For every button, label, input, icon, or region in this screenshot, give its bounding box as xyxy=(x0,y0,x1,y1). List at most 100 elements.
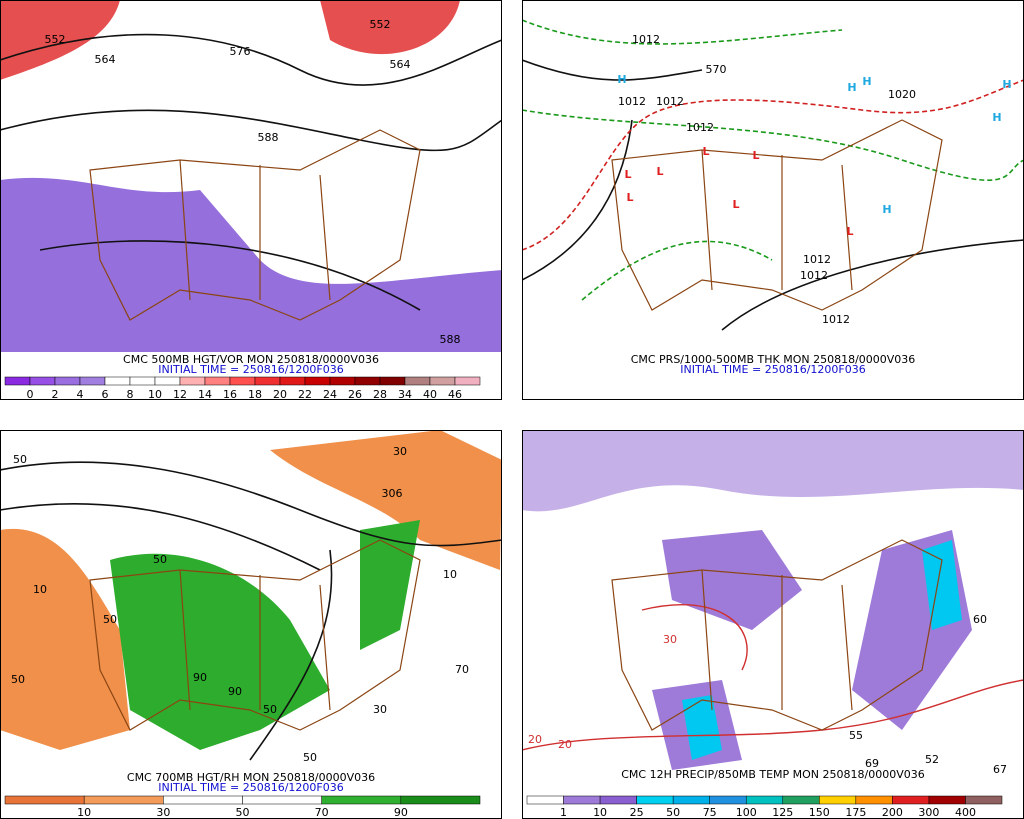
colorbar-box xyxy=(526,795,564,805)
height-contour xyxy=(0,461,502,761)
colorbar-label: 125 xyxy=(772,806,793,819)
panel-frame xyxy=(522,0,1024,400)
height-contour xyxy=(0,33,502,311)
pressure-center: L xyxy=(624,168,631,181)
colorbar-label: 30 xyxy=(156,806,170,819)
colorbar-label: 40 xyxy=(423,388,437,400)
temp-contour xyxy=(522,604,1024,751)
colorbar-box xyxy=(965,795,1003,805)
pressure-center: H xyxy=(862,75,871,88)
contour-label: 1012 xyxy=(632,33,660,46)
colorbar-label: 20 xyxy=(273,388,287,400)
contour-label: 50 xyxy=(13,453,27,466)
colorbar-label: 400 xyxy=(955,806,976,819)
colorbar-box xyxy=(154,376,181,386)
colorbar-box xyxy=(429,376,456,386)
contour-label: 70 xyxy=(455,663,469,676)
colorbar-box xyxy=(354,376,381,386)
colorbar-box xyxy=(129,376,156,386)
contour-label: 1012 xyxy=(618,95,646,108)
colorbar-label: 50 xyxy=(236,806,250,819)
colorbar-box xyxy=(54,376,81,386)
colorbar-label: 10 xyxy=(148,388,162,400)
colorbar-label: 100 xyxy=(736,806,757,819)
colorbar-box xyxy=(709,795,747,805)
contour-label: 1012 xyxy=(656,95,684,108)
panel-title: CMC 700MB HGT/RH MON 250818/0000V036 xyxy=(127,771,375,784)
colorbar-label: 16 xyxy=(223,388,237,400)
map-borders xyxy=(89,129,421,321)
pressure-center: L xyxy=(702,145,709,158)
contour-label: 564 xyxy=(95,53,116,66)
colorbar-box xyxy=(855,795,893,805)
colorbar-box xyxy=(83,795,164,805)
panel-title: CMC PRS/1000-500MB THK MON 250818/0000V0… xyxy=(631,353,916,366)
colorbar-label: 14 xyxy=(198,388,212,400)
moist-area xyxy=(110,520,420,750)
colorbar-label: 150 xyxy=(809,806,830,819)
colorbar-box xyxy=(29,376,56,386)
contour-label: 30 xyxy=(663,633,677,646)
colorbar-label: 0 xyxy=(27,388,34,400)
vorticity-area xyxy=(0,0,460,80)
colorbar-box xyxy=(229,376,256,386)
contour-label: 588 xyxy=(440,333,461,346)
dry-area xyxy=(0,430,502,750)
contour-label: 570 xyxy=(706,63,727,76)
colorbar-label: 46 xyxy=(448,388,462,400)
colorbar-box xyxy=(321,795,402,805)
colorbar-box xyxy=(204,376,231,386)
initial-time: INITIAL TIME = 250816/1200F036 xyxy=(158,363,343,376)
colorbar-box xyxy=(4,795,85,805)
contour-label: 50 xyxy=(11,673,25,686)
contour-label: 50 xyxy=(303,751,317,764)
pressure-center: H xyxy=(882,203,891,216)
pressure-center: L xyxy=(656,165,663,178)
thickness-contour xyxy=(522,19,1024,301)
precip-area xyxy=(652,530,972,770)
contour-label: 55 xyxy=(849,729,863,742)
pressure-center: H xyxy=(617,73,626,86)
contour-label: 10 xyxy=(33,583,47,596)
contour-label: 30 xyxy=(393,445,407,458)
colorbar-box xyxy=(279,376,306,386)
colorbar-label: 24 xyxy=(323,388,337,400)
contour-label: 30 xyxy=(373,703,387,716)
colorbar-label: 18 xyxy=(248,388,262,400)
panel-title: CMC 500MB HGT/VOR MON 250818/0000V036 xyxy=(123,353,379,366)
pressure-center: L xyxy=(732,198,739,211)
colorbar-label: 300 xyxy=(918,806,939,819)
colorbar-box xyxy=(672,795,710,805)
pressure-center: H xyxy=(847,81,856,94)
contour-label: 50 xyxy=(263,703,277,716)
colorbar-box xyxy=(404,376,431,386)
map-borders xyxy=(89,539,421,731)
colorbar-label: 75 xyxy=(703,806,717,819)
colorbar-label: 22 xyxy=(298,388,312,400)
contour-label: 90 xyxy=(228,685,242,698)
contour-label: 20 xyxy=(558,738,572,751)
colorbar-box xyxy=(304,376,331,386)
colorbar-label: 12 xyxy=(173,388,187,400)
colorbar-box xyxy=(599,795,637,805)
colorbar-label: 50 xyxy=(666,806,680,819)
contour-label: 1020 xyxy=(888,88,916,101)
colorbar-box xyxy=(179,376,206,386)
contour-label: 67 xyxy=(993,763,1007,776)
contour-label: 60 xyxy=(973,613,987,626)
thickness-570 xyxy=(522,79,1024,251)
colorbar-label: 10 xyxy=(593,806,607,819)
colorbar-box xyxy=(636,795,674,805)
map-borders xyxy=(611,119,943,311)
contour-label: 20 xyxy=(528,733,542,746)
contour-label: 552 xyxy=(370,18,391,31)
pressure-center: L xyxy=(626,191,633,204)
colorbar-label: 28 xyxy=(373,388,387,400)
colorbar-label: 8 xyxy=(127,388,134,400)
vorticity-area xyxy=(0,177,502,352)
contour-label: 588 xyxy=(258,131,279,144)
colorbar-box xyxy=(4,376,31,386)
pressure-center: L xyxy=(846,225,853,238)
colorbar-box xyxy=(454,376,481,386)
